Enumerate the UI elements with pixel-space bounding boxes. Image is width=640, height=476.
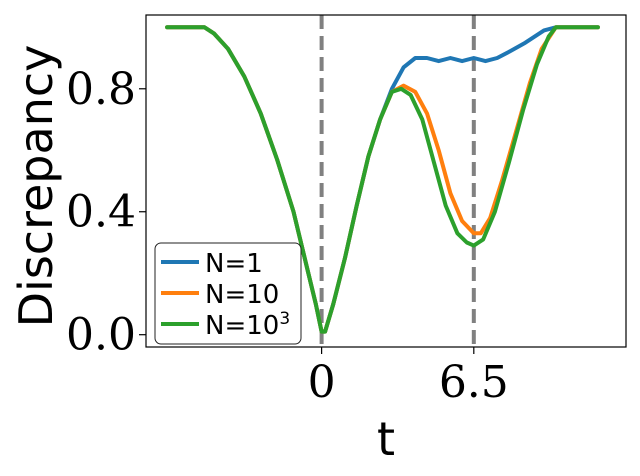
x-axis-label: t <box>377 412 395 466</box>
plot-area <box>145 14 627 348</box>
reference-lines <box>319 15 476 347</box>
legend: N=1N=10N=103 <box>154 242 302 345</box>
axis-ticks: 0.0 0.4 0.8 0 6.5 <box>66 64 509 408</box>
legend-label-0: N=1 <box>205 249 263 279</box>
y-axis-label: Discrepancy <box>9 45 63 328</box>
x-tick-label-1: 6.5 <box>439 357 509 408</box>
legend-label-prefix-1: N= <box>205 280 246 310</box>
legend-label-2: N=103 <box>205 309 290 341</box>
legend-box <box>154 242 302 345</box>
legend-label-prefix-2: N= <box>205 311 246 341</box>
y-tick-label-2: 0.8 <box>66 64 136 115</box>
legend-label-prefix-0: N= <box>205 249 246 279</box>
legend-label-value-1: 10 <box>246 280 279 310</box>
y-tick-label-1: 0.4 <box>66 187 136 238</box>
series-lines <box>165 25 600 334</box>
legend-label-1: N=10 <box>205 280 279 310</box>
legend-label-value-2: 10 <box>246 311 279 341</box>
y-tick-label-0: 0.0 <box>66 310 136 361</box>
legend-label-value-0: 1 <box>246 249 263 279</box>
legend-label-superscript-2: 3 <box>279 309 290 329</box>
series-line-2 <box>165 25 600 334</box>
x-tick-label-0: 0 <box>308 357 336 408</box>
